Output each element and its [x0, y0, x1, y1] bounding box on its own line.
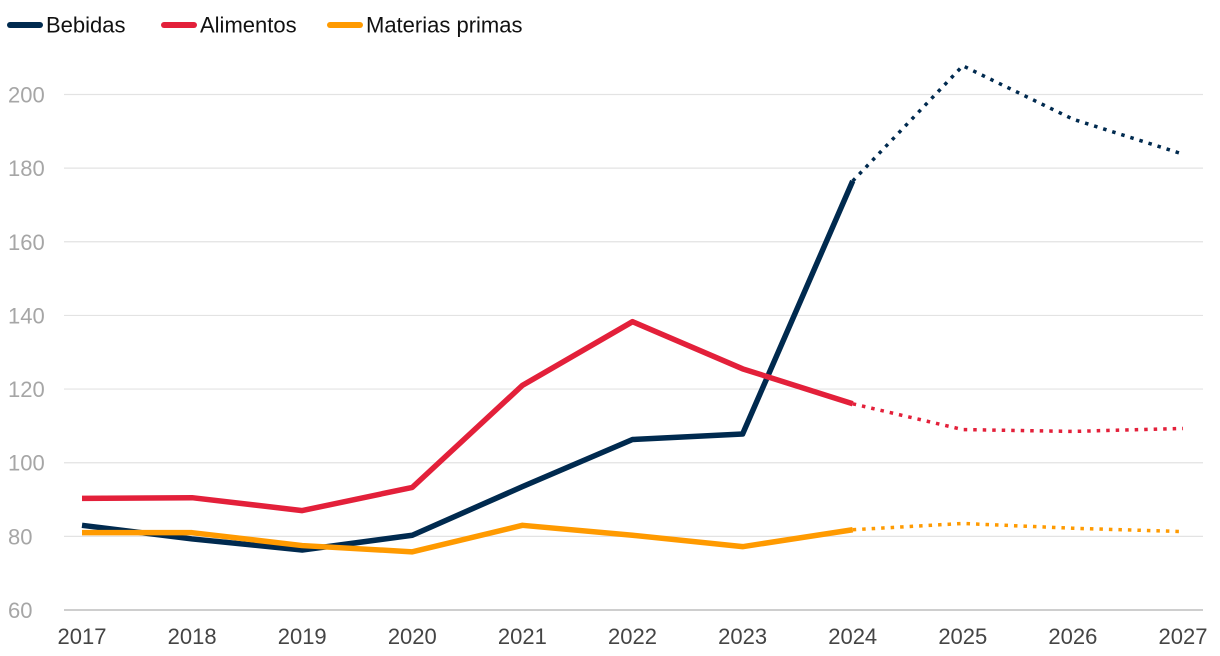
x-tick-label: 2017: [58, 624, 107, 649]
data-point: [1070, 117, 1075, 122]
data-point: [190, 530, 195, 535]
series-forecast-materias-primas: [852, 521, 1184, 534]
x-tick-label: 2021: [498, 624, 547, 649]
data-point: [740, 544, 745, 549]
data-point: [850, 527, 855, 532]
x-axis-ticks: 2017 2018 2019 2020 2021 2022 2023 2024 2025 2026…: [58, 624, 1208, 649]
series-lines: [79, 63, 1185, 555]
x-tick-label: 2026: [1048, 624, 1097, 649]
data-point: [1180, 426, 1185, 431]
data-point: [630, 319, 635, 324]
x-tick-label: 2027: [1159, 624, 1208, 649]
data-point: [520, 383, 525, 388]
x-tick-label: 2022: [608, 624, 657, 649]
data-point: [1180, 152, 1185, 157]
y-tick-label: 180: [8, 156, 45, 181]
x-tick-label: 2024: [828, 624, 877, 649]
data-point: [1180, 529, 1185, 534]
data-point: [630, 533, 635, 538]
data-point: [960, 521, 965, 526]
series-line-materias-primas: [82, 522, 854, 555]
x-tick-label: 2023: [718, 624, 767, 649]
legend-label: Alimentos: [200, 13, 297, 38]
data-point: [190, 536, 195, 541]
y-tick-label: 100: [8, 451, 45, 476]
series-forecast-bebidas: [851, 64, 1184, 183]
data-point: [520, 523, 525, 528]
data-point: [1070, 429, 1075, 434]
data-point: [79, 530, 84, 535]
data-point: [1070, 526, 1075, 531]
data-point: [960, 63, 965, 68]
legend: Bebidas Alimentos Materias primas: [7, 13, 522, 38]
y-tick-label: 200: [8, 83, 45, 108]
data-point: [79, 496, 84, 501]
data-point: [740, 366, 745, 371]
data-point: [410, 485, 415, 490]
data-point: [850, 401, 855, 406]
gridlines: [64, 93, 1203, 611]
data-point: [520, 484, 525, 489]
y-tick-label: 120: [8, 377, 45, 402]
x-tick-label: 2025: [938, 624, 987, 649]
x-tick-label: 2020: [388, 624, 437, 649]
data-point: [410, 533, 415, 538]
y-tick-label: 60: [8, 598, 32, 623]
data-point: [960, 427, 965, 432]
legend-label: Materias primas: [366, 13, 522, 38]
data-point: [850, 178, 855, 183]
data-point: [630, 437, 635, 442]
y-tick-label: 140: [8, 303, 45, 328]
series-line-alimentos: [81, 318, 854, 514]
y-tick-label: 160: [8, 230, 45, 255]
data-point: [300, 508, 305, 513]
legend-label: Bebidas: [46, 13, 126, 38]
data-point: [410, 549, 415, 554]
y-axis-ticks: 60 80 100 120 140 160 180 200: [8, 83, 45, 624]
y-tick-label: 80: [8, 524, 32, 549]
data-point: [300, 543, 305, 548]
data-point: [740, 431, 745, 436]
x-tick-label: 2018: [168, 624, 217, 649]
series-line-bebidas: [81, 179, 856, 553]
data-point: [79, 523, 84, 528]
series-forecast-alimentos: [852, 402, 1184, 434]
x-tick-label: 2019: [278, 624, 327, 649]
data-point: [190, 495, 195, 500]
